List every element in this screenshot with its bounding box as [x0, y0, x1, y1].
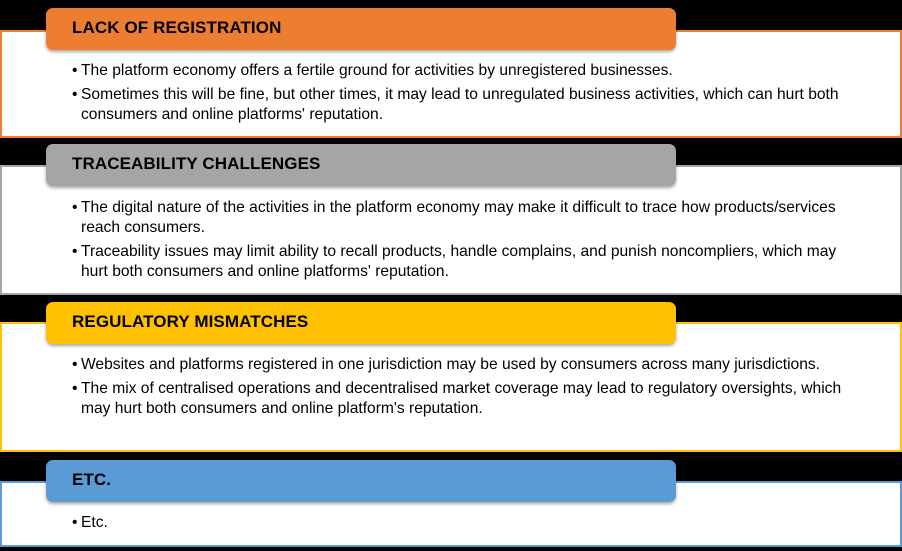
section-header: ETC.: [46, 460, 676, 502]
bullet-list: • The digital nature of the activities in…: [72, 198, 842, 286]
section-header: REGULATORY MISMATCHES: [46, 302, 676, 344]
bullet-icon: •: [72, 86, 78, 103]
bullet-item: • The mix of centralised operations and d…: [72, 380, 842, 417]
bullet-item: • The platform economy offers a fertile g…: [72, 62, 673, 79]
section-panel: [0, 165, 902, 295]
bullet-item: • Etc.: [72, 514, 108, 531]
bullet-item: • The digital nature of the activities in…: [72, 199, 836, 236]
bullet-icon: •: [72, 380, 78, 397]
bullet-icon: •: [72, 356, 78, 373]
section-title: TRACEABILITY CHALLENGES: [72, 154, 321, 173]
section-title: LACK OF REGISTRATION: [72, 18, 282, 37]
section-title: REGULATORY MISMATCHES: [72, 312, 309, 331]
bullet-icon: •: [72, 199, 78, 216]
bullet-item: • Websites and platforms registered in on…: [72, 356, 821, 373]
section-header: LACK OF REGISTRATION: [46, 8, 676, 50]
bullet-icon: •: [72, 514, 78, 531]
bullet-icon: •: [72, 62, 78, 79]
bullet-list: • The platform economy offers a fertile g…: [72, 61, 842, 129]
section-title: ETC.: [72, 470, 112, 489]
bullet-icon: •: [72, 243, 78, 260]
bullet-item: • Traceability issues may limit ability t…: [72, 243, 837, 280]
section-header: TRACEABILITY CHALLENGES: [46, 144, 676, 186]
bullet-item: • Sometimes this will be fine, but other …: [72, 86, 839, 123]
bullet-list: • Etc.: [72, 513, 842, 537]
bullet-list: • Websites and platforms registered in on…: [72, 355, 842, 423]
